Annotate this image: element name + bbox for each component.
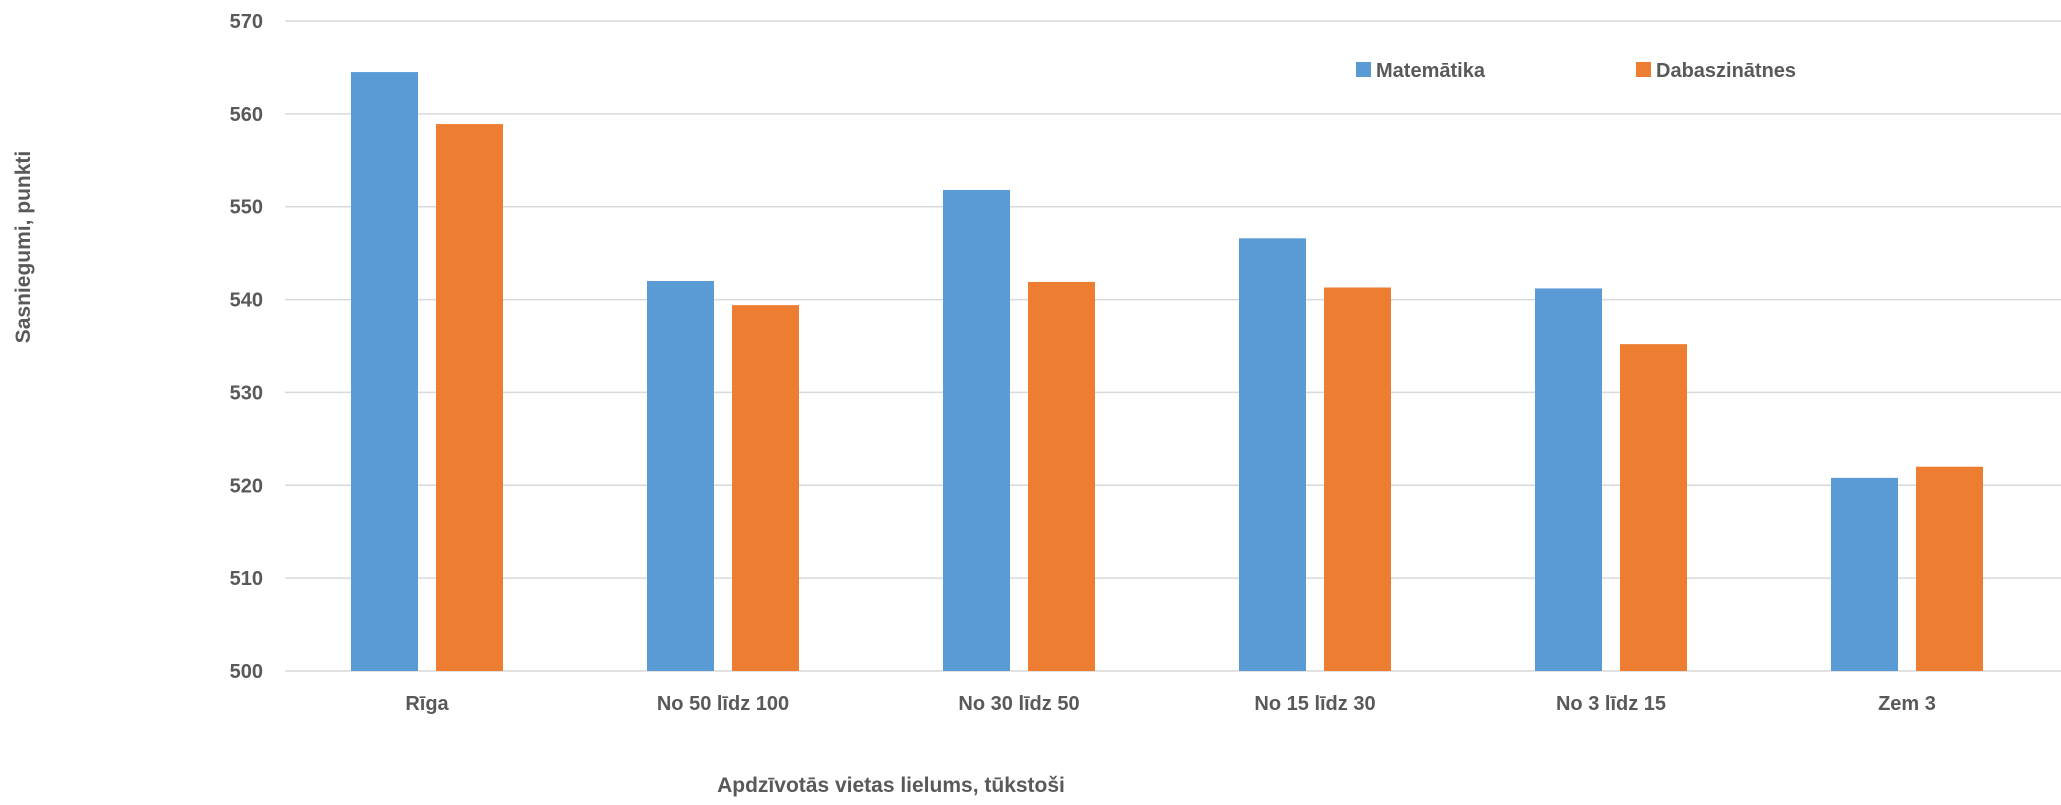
- y-tick-label: 530: [230, 382, 263, 404]
- bars: [351, 72, 1983, 672]
- y-axis-title: Sasniegumi, punkti: [12, 151, 35, 344]
- bar-matematika-1: [647, 281, 714, 671]
- x-category-label: Zem 3: [1878, 693, 1936, 715]
- legend-swatch-0: [1356, 62, 1371, 77]
- x-category-label: No 3 līdz 15: [1556, 693, 1666, 715]
- bar-matematika-3: [1239, 238, 1306, 672]
- x-category-label: No 30 līdz 50: [958, 693, 1079, 715]
- bar-dabaszinatnes-4: [1620, 344, 1687, 671]
- bar-dabaszinatnes-2: [1028, 281, 1095, 671]
- x-axis-title: Apdzīvotās vietas lielums, tūkstoši: [717, 774, 1065, 797]
- x-category-label: Rīga: [405, 693, 449, 715]
- bar-matematika-5: [1831, 477, 1898, 671]
- y-tick-label: 500: [230, 661, 263, 683]
- bar-matematika-0: [351, 72, 418, 672]
- bar-dabaszinatnes-5: [1916, 466, 1983, 671]
- legend-label-0: Matemātika: [1376, 60, 1486, 82]
- legend-label-1: Dabaszinātnes: [1656, 60, 1796, 82]
- y-tick-label: 540: [230, 290, 263, 312]
- bar-matematika-4: [1535, 288, 1602, 671]
- y-tick-labels: 500 510 520 530 540 550 560 570: [230, 11, 263, 683]
- y-tick-label: 550: [230, 197, 263, 219]
- y-tick-label: 570: [230, 11, 263, 33]
- x-category-label: No 15 līdz 30: [1254, 693, 1375, 715]
- x-category-label: No 50 līdz 100: [657, 693, 789, 715]
- bar-matematika-2: [943, 190, 1010, 671]
- legend-swatch-1: [1636, 62, 1651, 77]
- y-tick-label: 560: [230, 104, 263, 126]
- bar-dabaszinatnes-0: [436, 124, 503, 672]
- legend: Matemātika Dabaszinātnes: [1356, 60, 1796, 82]
- gridlines: [285, 20, 2061, 672]
- y-tick-label: 520: [230, 475, 263, 497]
- x-category-labels: Rīga No 50 līdz 100 No 30 līdz 50 No 15 līd…: [405, 693, 1936, 715]
- bar-dabaszinatnes-3: [1324, 287, 1391, 671]
- y-tick-label: 510: [230, 568, 263, 590]
- bar-dabaszinatnes-1: [732, 305, 799, 671]
